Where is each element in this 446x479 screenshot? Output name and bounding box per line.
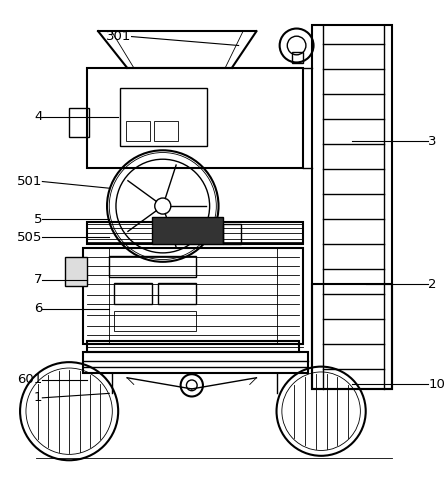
Bar [292,52,303,63]
Bar [69,108,89,137]
Text: 6: 6 [34,302,42,315]
Bar [83,249,303,344]
Text: 7: 7 [34,273,42,286]
Text: 1: 1 [34,391,42,404]
Text: 301: 301 [106,30,132,43]
Bar [114,283,152,304]
Bar [120,88,207,146]
Bar [114,311,196,331]
Bar [87,68,303,168]
Text: 601: 601 [17,374,42,387]
Text: 3: 3 [428,135,437,148]
Bar [312,25,392,389]
Text: 5: 5 [34,213,42,226]
Bar [83,352,308,373]
Bar [65,257,87,286]
Text: 101: 101 [428,378,446,391]
Bar [154,121,178,141]
Bar [158,283,196,304]
Bar [152,217,223,244]
Bar [87,222,303,244]
Text: 4: 4 [34,110,42,124]
Bar [223,224,241,244]
Bar [312,284,392,389]
Bar [87,341,299,352]
Text: 505: 505 [17,231,42,244]
Text: 2: 2 [428,278,437,291]
Bar [126,121,150,141]
Bar [109,256,196,277]
Text: 501: 501 [17,175,42,188]
